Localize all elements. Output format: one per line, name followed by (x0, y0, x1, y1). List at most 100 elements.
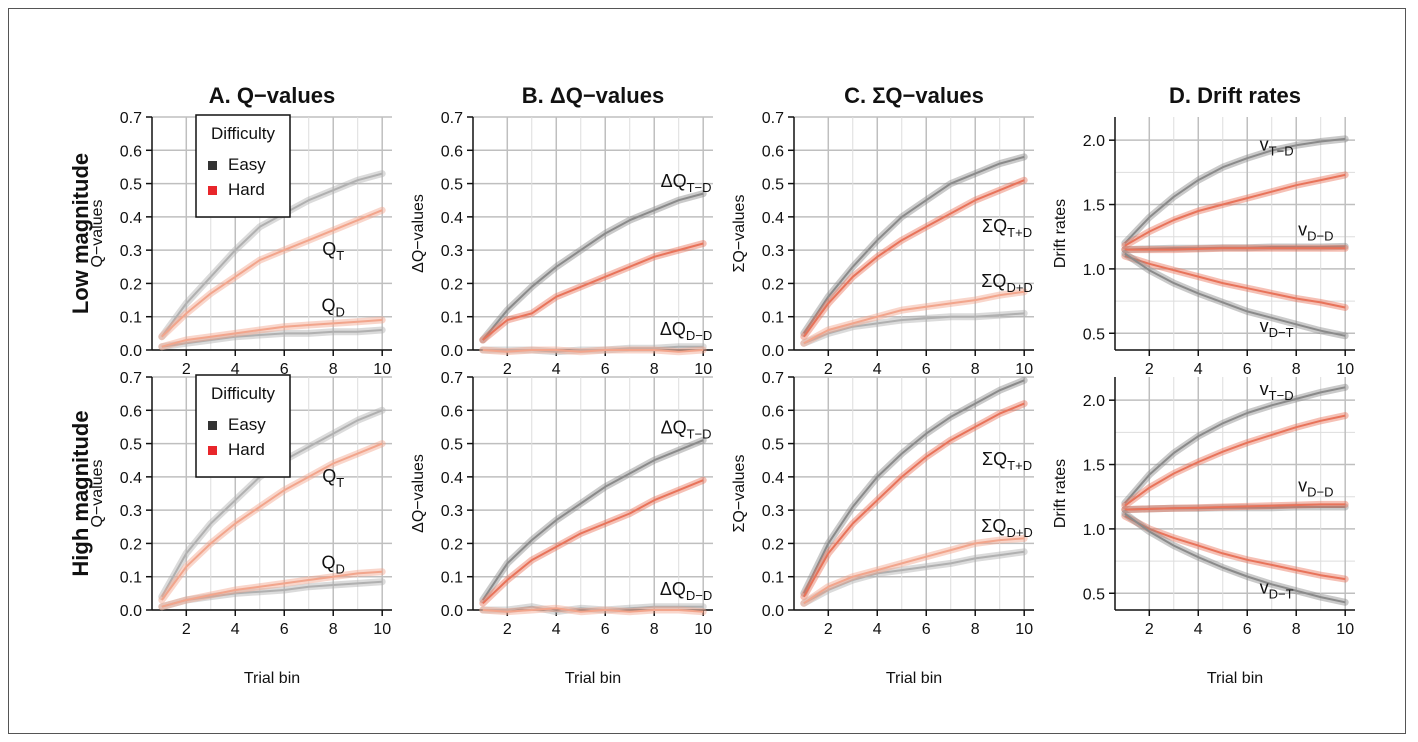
y-tick-label: 0.3 (762, 243, 784, 260)
y-tick-label: 0.5 (120, 177, 142, 194)
series-line-hard (161, 570, 383, 608)
series-line-easy (160, 172, 383, 338)
x-tick-label: 6 (922, 361, 931, 378)
series-line-hard (482, 242, 704, 341)
y-tick-label: 0.1 (762, 570, 784, 587)
x-axis-label: Trial bin (565, 670, 621, 687)
series-annotation: ΣQD+D (981, 271, 1033, 295)
legend-label: Easy (228, 155, 266, 174)
series-line-hard (482, 349, 704, 353)
legend-label: Hard (228, 180, 265, 199)
series-line-hard (802, 402, 1025, 598)
series-line-easy (1124, 386, 1346, 504)
series-line-easy (1124, 252, 1346, 337)
panel-B-high: 0.0 0.1 0.2 0.3 0.4 0.5 0.6 0.7 2 4 6 8 10 ΔQ−values T… (410, 370, 713, 687)
x-tick-label: 6 (280, 361, 289, 378)
x-tick-label: 4 (231, 361, 240, 378)
series-annotation: vT−D (1260, 134, 1294, 158)
series-line-easy (161, 329, 383, 348)
column-title: A. Q−values (209, 83, 336, 108)
column-title: C. ΣQ−values (844, 83, 984, 108)
y-axis-label: ΔQ−values (410, 454, 427, 533)
series-annotation: vD−D (1298, 476, 1333, 500)
x-axis-label: Trial bin (244, 670, 300, 687)
series-annotation: ΔQT−D (661, 171, 712, 195)
y-axis-label: Drift rates (1052, 199, 1069, 268)
x-tick-label: 2 (824, 621, 833, 638)
series-annotation: vT−D (1260, 379, 1294, 403)
y-tick-label: 0.1 (120, 310, 142, 327)
x-tick-label: 10 (694, 361, 712, 378)
y-tick-label: 0.6 (441, 403, 463, 420)
series-line-hard (482, 479, 704, 605)
legend-swatch-hard (208, 446, 217, 455)
x-tick-label: 4 (231, 621, 240, 638)
legend-swatch-easy (208, 161, 217, 170)
x-tick-label: 10 (694, 621, 712, 638)
y-tick-label: 0.7 (441, 370, 463, 387)
series-annotation: ΣQT+D (982, 216, 1032, 240)
panel-C-low: 0.0 0.1 0.2 0.3 0.4 0.5 0.6 0.7 2 4 6 8 10 ΣQ−values Σ… (731, 110, 1034, 378)
y-axis-label: ΔQ−values (410, 194, 427, 273)
series-line-hard (1124, 515, 1346, 581)
y-tick-label: 0.5 (1083, 586, 1105, 603)
series-annotation: ΔQD−D (660, 579, 712, 603)
series-annotation: vD−T (1260, 577, 1294, 601)
series-annotation: ΔQD−D (660, 319, 712, 343)
series-annotation: QD (322, 296, 345, 320)
y-tick-label: 0.7 (762, 370, 784, 387)
x-tick-label: 4 (1194, 621, 1203, 638)
x-tick-label: 4 (873, 621, 882, 638)
series-line-hard (160, 442, 383, 601)
series-line-hard (1124, 173, 1346, 247)
figure-frame (8, 8, 1406, 734)
x-tick-label: 4 (873, 361, 882, 378)
y-tick-label: 0.5 (441, 177, 463, 194)
x-tick-label: 6 (280, 621, 289, 638)
y-tick-label: 0.7 (762, 110, 784, 127)
y-tick-label: 0.3 (120, 503, 142, 520)
y-tick-label: 0.5 (762, 177, 784, 194)
y-tick-label: 0.0 (120, 343, 142, 360)
panel-D-low: 0.5 1.0 1.5 2.0 2 4 6 8 10 Drift rates vT−D vD−D vD−… (1052, 117, 1355, 378)
series-line-hard (161, 319, 383, 348)
series-line-hard (161, 209, 383, 338)
x-tick-label: 10 (373, 361, 391, 378)
x-tick-label: 10 (1015, 621, 1033, 638)
series-line-hard (803, 537, 1025, 605)
y-tick-label: 2.0 (1083, 393, 1105, 410)
y-tick-label: 0.0 (120, 603, 142, 620)
series-annotation: vD−T (1260, 316, 1294, 340)
series-line-hard (482, 607, 704, 613)
panel-D-high: 0.5 1.0 1.5 2.0 2 4 6 8 10 Drift rates Trial bin vT… (1052, 377, 1355, 687)
y-tick-label: 0.3 (441, 503, 463, 520)
x-tick-label: 2 (824, 361, 833, 378)
y-tick-label: 0.0 (441, 343, 463, 360)
y-tick-label: 0.5 (1083, 326, 1105, 343)
series-annotation: ΔQT−D (661, 418, 712, 442)
y-tick-label: 0.0 (762, 343, 784, 360)
legend: Difficulty Easy Hard (195, 374, 291, 478)
y-tick-label: 1.0 (1083, 262, 1105, 279)
x-tick-label: 8 (971, 361, 980, 378)
series-line-easy (1124, 137, 1346, 244)
x-tick-label: 6 (601, 361, 610, 378)
y-tick-label: 0.4 (762, 210, 784, 227)
series-line-hard (803, 290, 1025, 345)
y-tick-label: 0.1 (441, 570, 463, 587)
series-annotation: ΣQT+D (982, 449, 1032, 473)
x-tick-label: 8 (650, 621, 659, 638)
y-tick-label: 0.7 (441, 110, 463, 127)
x-tick-label: 4 (1194, 361, 1203, 378)
y-tick-label: 0.6 (762, 143, 784, 160)
series-band (1121, 252, 1349, 311)
y-tick-label: 0.1 (441, 310, 463, 327)
x-axis-label: Trial bin (886, 670, 942, 687)
x-tick-label: 8 (329, 621, 338, 638)
y-tick-label: 1.5 (1083, 458, 1105, 475)
series-line-easy (482, 605, 704, 613)
y-tick-label: 0.2 (120, 276, 142, 293)
y-tick-label: 0.6 (120, 403, 142, 420)
legend-title: Difficulty (211, 124, 275, 143)
